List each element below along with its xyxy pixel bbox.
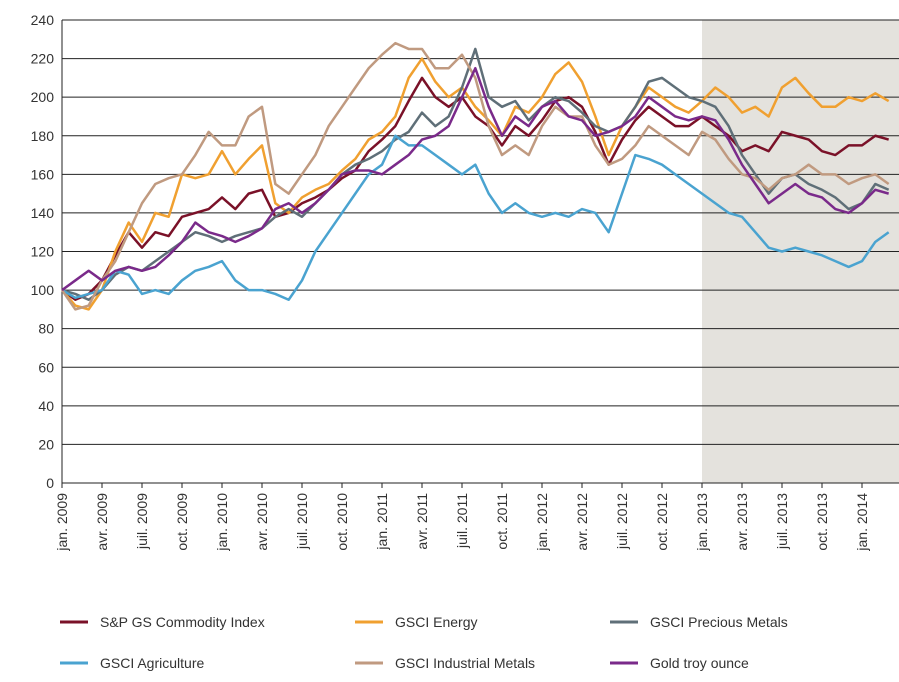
y-tick-label: 80 (38, 321, 54, 337)
y-tick-label: 100 (31, 282, 55, 298)
y-tick-label: 180 (31, 128, 55, 144)
x-tick-label: oct. 2009 (174, 493, 190, 551)
x-tick-label: jan. 2014 (854, 493, 870, 552)
series-line (61, 66, 890, 292)
y-tick-label: 60 (38, 359, 54, 375)
y-tick-label: 120 (31, 244, 55, 260)
y-tick-label: 220 (31, 51, 55, 67)
x-tick-label: juil. 2012 (614, 493, 630, 550)
x-tick-label: jan. 2010 (214, 493, 230, 552)
y-tick-label: 160 (31, 166, 55, 182)
y-tick-label: 200 (31, 89, 55, 105)
y-tick-label: 40 (38, 398, 54, 414)
x-tick-label: juil. 2009 (134, 493, 150, 550)
x-tick-label: jan. 2011 (374, 493, 390, 551)
x-tick-label: jan. 2009 (54, 493, 70, 552)
x-tick-label: avr. 2013 (734, 493, 750, 551)
legend-label: GSCI Industrial Metals (395, 655, 535, 671)
x-tick-label: oct. 2012 (654, 493, 670, 551)
series-line (61, 134, 890, 301)
series-line (61, 57, 890, 311)
legend-label: Gold troy ounce (650, 655, 749, 671)
legend-label: GSCI Energy (395, 614, 477, 630)
x-tick-label: juil. 2010 (294, 493, 310, 550)
y-tick-label: 240 (31, 12, 55, 28)
legend-label: GSCI Agriculture (100, 655, 204, 671)
x-tick-label: avr. 2010 (254, 493, 270, 551)
legend-label: S&P GS Commodity Index (100, 614, 265, 630)
x-tick-label: avr. 2009 (94, 493, 110, 551)
y-tick-label: 20 (38, 436, 54, 452)
y-tick-label: 140 (31, 205, 55, 221)
x-tick-label: jan. 2012 (534, 493, 550, 552)
legend-label: GSCI Precious Metals (650, 614, 788, 630)
x-tick-label: juil. 2011 (454, 493, 470, 549)
x-tick-label: avr. 2011 (414, 493, 430, 550)
series-line (61, 47, 890, 301)
series-line (61, 76, 890, 301)
x-tick-label: oct. 2013 (814, 493, 830, 551)
x-tick-label: avr. 2012 (574, 493, 590, 551)
x-tick-label: jan. 2013 (694, 493, 710, 552)
x-tick-label: juil. 2013 (774, 493, 790, 550)
x-tick-label: oct. 2011 (494, 493, 510, 550)
x-tick-label: oct. 2010 (334, 493, 350, 551)
y-tick-label: 0 (46, 475, 54, 491)
